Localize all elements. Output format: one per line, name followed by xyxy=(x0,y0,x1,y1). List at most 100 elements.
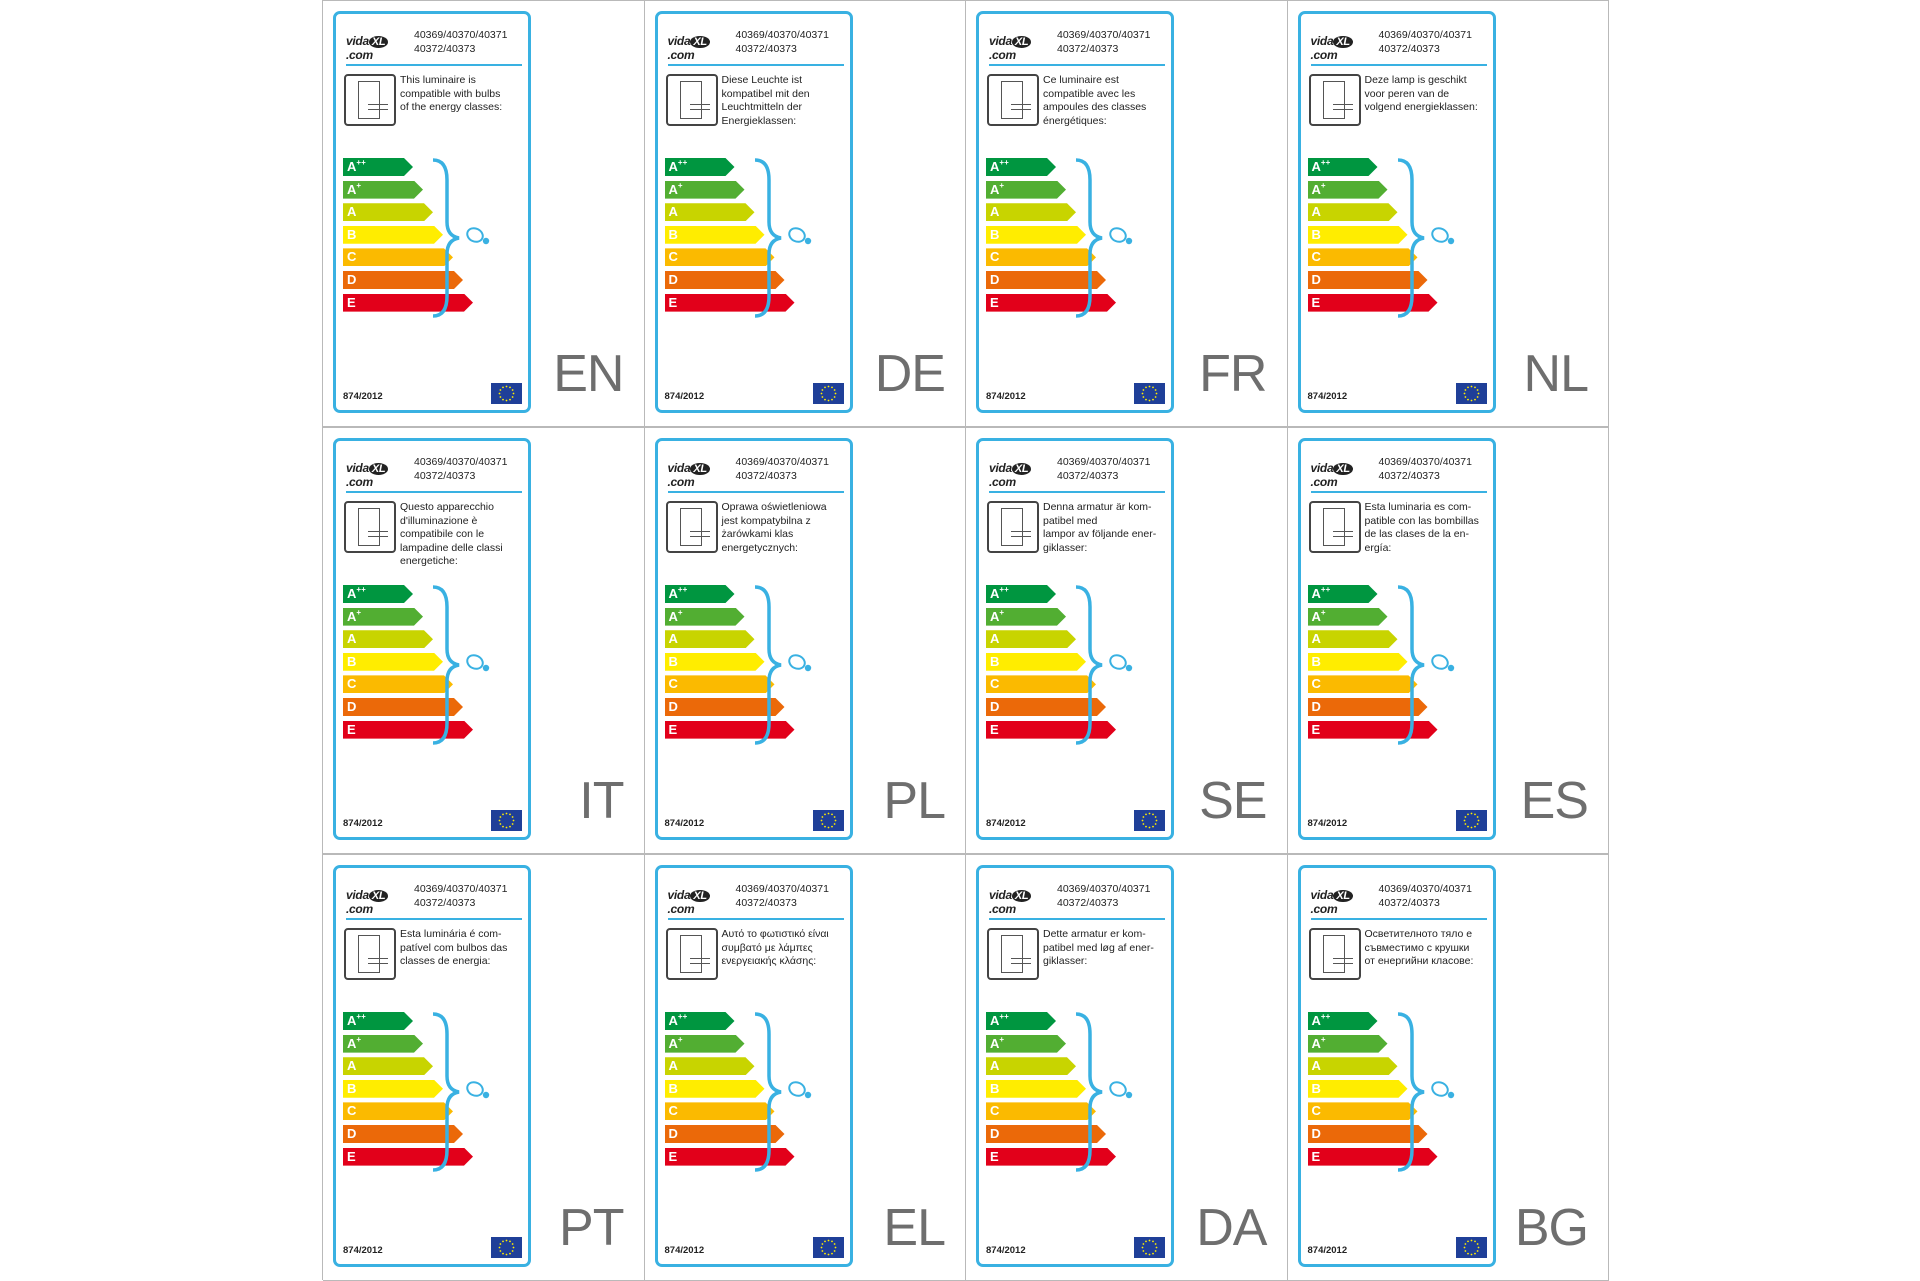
energy-class-bar: A+ xyxy=(1308,181,1388,199)
compatibility-text: Dette armatur er kom-patibel med løg af … xyxy=(1043,928,1169,969)
energy-class-sup: + xyxy=(1320,180,1326,190)
energy-class-sup: + xyxy=(1320,1034,1326,1044)
energy-class-scale: A++ A+ A B C D E xyxy=(1308,1012,1438,1170)
description-line: compatible with bulbs xyxy=(400,87,501,100)
energy-class-letter: A xyxy=(1311,608,1321,624)
eu-flag-icon xyxy=(491,1237,522,1258)
vidaxl-logo: vida XL.com xyxy=(346,34,414,62)
energy-class-scale: A++ A+ A B C D E xyxy=(343,158,473,316)
description-line: volgend energieklassen: xyxy=(1364,101,1478,113)
description-line: jest kompatybilna z xyxy=(721,514,811,527)
description-line: Esta luminária é com- xyxy=(400,928,502,940)
energy-class-bar: C xyxy=(986,248,1096,266)
energy-class-letter: A xyxy=(990,159,1000,174)
vidaxl-logo: vida XL.com xyxy=(346,888,414,916)
energy-class-bar: B xyxy=(343,653,443,671)
energy-class-bar: D xyxy=(1308,698,1428,716)
compatibility-text: Esta luminária é com-patível com bulbos … xyxy=(400,928,526,969)
energy-class-letter: B xyxy=(347,226,357,242)
language-code: PT xyxy=(559,1199,624,1257)
energy-class-bar: E xyxy=(1308,294,1438,312)
description-line: classes de energia: xyxy=(400,955,491,967)
energy-class-letter: E xyxy=(1311,1148,1321,1164)
vidaxl-logo: vida XL.com xyxy=(1311,888,1379,916)
energy-class-sup: + xyxy=(999,607,1005,617)
energy-class-bar: A++ xyxy=(986,585,1056,603)
energy-class-letter: C xyxy=(990,676,1000,692)
energy-class-sup: + xyxy=(999,180,1005,190)
energy-class-letter: C xyxy=(668,249,678,265)
energy-class-bar: E xyxy=(343,721,473,739)
regulation-number: 874/2012 xyxy=(343,1245,383,1256)
energy-class-sup: + xyxy=(356,180,362,190)
description-line: de las clases de la en- xyxy=(1364,528,1469,540)
energy-class-letter: A xyxy=(668,1035,678,1051)
compatibility-text: This luminaire is compatible with bulbs of… xyxy=(400,74,526,115)
energy-label-card: vida XL.com 40369/40370/40371 40372/40373 Ос… xyxy=(1297,865,1496,1267)
energy-class-bar: B xyxy=(986,653,1086,671)
description-line: lampor av följande ener- xyxy=(1043,528,1157,540)
energy-label-card: vida XL.com 40369/40370/40371 40372/40373 Qu… xyxy=(333,438,531,840)
energy-class-bar: A xyxy=(986,630,1076,648)
energy-label-card: vida XL.com 40369/40370/40371 40372/40373 Th… xyxy=(333,11,531,413)
energy-class-letter: D xyxy=(990,271,1000,287)
eu-flag-icon xyxy=(1455,810,1487,831)
brace-icon xyxy=(1075,1012,1103,1172)
energy-class-bar: B xyxy=(665,1080,765,1098)
luminaire-icon xyxy=(344,501,396,553)
product-codes: 40369/40370/40371 40372/40373 xyxy=(735,29,829,55)
luminaire-icon xyxy=(665,74,718,126)
description-line: Deze lamp is geschikt xyxy=(1364,74,1467,86)
regulation-number: 874/2012 xyxy=(343,818,383,829)
energy-class-letter: C xyxy=(668,1103,678,1119)
energy-class-letter: A xyxy=(668,181,678,197)
brace-icon xyxy=(754,1012,781,1172)
energy-class-bar: C xyxy=(1308,1102,1418,1120)
energy-class-bar: A xyxy=(343,203,433,221)
energy-class-bar: E xyxy=(343,294,473,312)
compatibility-text: Questo apparecchio d'illuminazione è compa… xyxy=(400,501,526,569)
language-code: DE xyxy=(874,345,946,403)
bulb-icon xyxy=(786,1078,816,1107)
description-line: Ce luminaire est xyxy=(1043,74,1119,86)
product-codes: 40369/40370/40371 40372/40373 xyxy=(414,29,508,55)
energy-class-bar: D xyxy=(986,1125,1106,1143)
energy-class-letter: A xyxy=(347,1013,357,1028)
vidaxl-logo: vida XL.com xyxy=(989,461,1057,489)
energy-class-bar: A+ xyxy=(665,181,745,199)
energy-class-bar: A+ xyxy=(665,608,745,626)
energy-class-letter: E xyxy=(990,294,999,310)
description-line: Oprawa oświetleniowa xyxy=(721,501,827,513)
luminaire-icon xyxy=(987,501,1039,553)
energy-class-bar: C xyxy=(343,675,453,693)
product-codes: 40369/40370/40371 40372/40373 xyxy=(1378,883,1472,909)
regulation-number: 874/2012 xyxy=(986,1245,1026,1256)
description-line: съвместимо с крушки xyxy=(1364,941,1470,954)
energy-class-bar: A xyxy=(343,1057,433,1075)
energy-class-letter: A xyxy=(668,586,678,601)
eu-flag-icon xyxy=(491,810,522,831)
energy-class-bar: C xyxy=(343,1102,453,1120)
label-cell-nl: vida XL.com 40369/40370/40371 40372/40373 De… xyxy=(1287,0,1609,427)
header-divider xyxy=(346,64,522,66)
energy-class-letter: A xyxy=(1311,181,1321,197)
language-code: PL xyxy=(883,772,946,830)
energy-class-letter: A xyxy=(347,204,357,220)
energy-class-letter: E xyxy=(990,1148,999,1164)
compatibility-text: Ce luminaire est compatible avec les ampou… xyxy=(1043,74,1169,128)
energy-class-letter: E xyxy=(668,294,678,310)
brace-icon xyxy=(1397,1012,1424,1172)
energy-class-bar: B xyxy=(986,1080,1086,1098)
energy-class-sup: ++ xyxy=(677,585,688,594)
energy-class-scale: A++ A+ A B C D E xyxy=(986,585,1116,743)
energy-class-bar: C xyxy=(343,248,453,266)
energy-label-card: vida XL.com 40369/40370/40371 40372/40373 Ce… xyxy=(976,11,1174,413)
energy-label-card: vida XL.com 40369/40370/40371 40372/40373 Di… xyxy=(654,11,853,413)
energy-class-letter: A xyxy=(1311,204,1321,220)
description-line: lampadine delle classi xyxy=(400,541,503,554)
energy-class-letter: A xyxy=(1311,159,1321,174)
energy-class-letter: A xyxy=(347,631,357,647)
regulation-number: 874/2012 xyxy=(343,391,383,402)
energy-label-card: vida XL.com 40369/40370/40371 40372/40373 Es… xyxy=(333,865,531,1267)
energy-class-letter: D xyxy=(1311,1125,1321,1141)
